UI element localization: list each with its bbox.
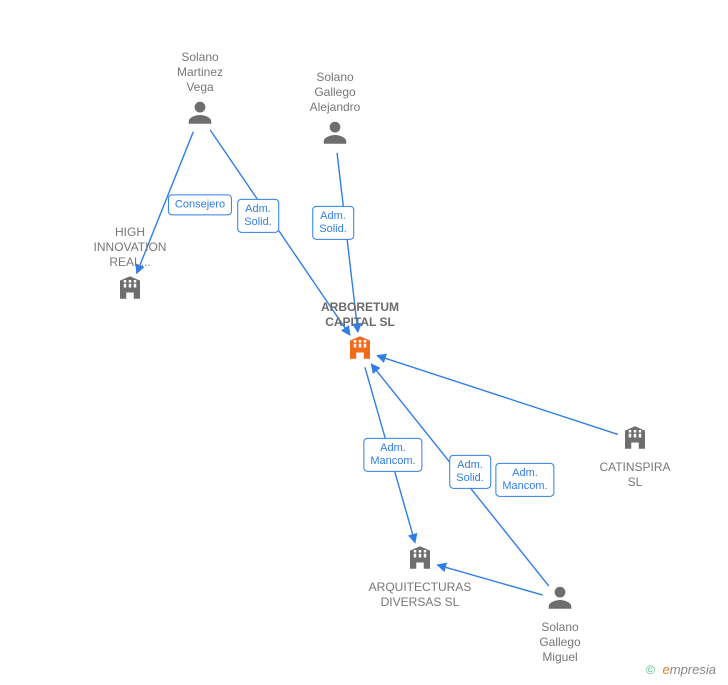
edge bbox=[377, 356, 618, 435]
edge-label: Adm. Solid. bbox=[312, 206, 354, 240]
edge-label-text: Consejero bbox=[175, 198, 225, 210]
watermark: © empresia bbox=[646, 662, 716, 677]
node-label[interactable]: CATINSPIRA SL bbox=[575, 460, 695, 490]
node-label-text: ARBORETUM CAPITAL SL bbox=[321, 300, 399, 329]
node-label-text: ARQUITECTURAS DIVERSAS SL bbox=[369, 580, 472, 609]
node-label[interactable]: Solano Gallego Miguel bbox=[500, 620, 620, 665]
edge-label-text: Adm. Solid. bbox=[244, 203, 272, 228]
building-icon[interactable] bbox=[345, 333, 375, 368]
node-label[interactable]: ARQUITECTURAS DIVERSAS SL bbox=[360, 580, 480, 610]
brand-first-letter: e bbox=[663, 662, 670, 677]
node-label-text: HIGH INNOVATION REAL... bbox=[94, 225, 167, 269]
node-label[interactable]: Solano Gallego Alejandro bbox=[275, 70, 395, 115]
person-icon[interactable] bbox=[545, 583, 575, 618]
node-label-text: Solano Martinez Vega bbox=[177, 50, 223, 94]
node-label-text: Solano Gallego Miguel bbox=[539, 620, 580, 664]
person-icon[interactable] bbox=[185, 98, 215, 133]
node-label[interactable]: Solano Martinez Vega bbox=[140, 50, 260, 95]
edge-label-text: Adm. Mancom. bbox=[370, 442, 415, 467]
edge-label: Consejero bbox=[168, 194, 232, 215]
person-icon[interactable] bbox=[320, 118, 350, 153]
node-label[interactable]: ARBORETUM CAPITAL SL bbox=[300, 300, 420, 330]
building-icon[interactable] bbox=[115, 273, 145, 308]
building-icon[interactable] bbox=[620, 423, 650, 458]
node-label[interactable]: HIGH INNOVATION REAL... bbox=[70, 225, 190, 270]
copyright-symbol: © bbox=[646, 663, 655, 677]
edge-label: Adm. Solid. bbox=[237, 199, 279, 233]
edge-label-text: Adm. Mancom. bbox=[502, 467, 547, 492]
building-icon[interactable] bbox=[405, 543, 435, 578]
node-label-text: CATINSPIRA SL bbox=[599, 460, 670, 489]
edge-label-text: Adm. Solid. bbox=[456, 459, 484, 484]
edge-label: Adm. Solid. bbox=[449, 455, 491, 489]
node-label-text: Solano Gallego Alejandro bbox=[310, 70, 361, 114]
edge-label: Adm. Mancom. bbox=[363, 438, 422, 472]
edge-label: Adm. Mancom. bbox=[495, 463, 554, 497]
edge-label-text: Adm. Solid. bbox=[319, 210, 347, 235]
brand-rest: mpresia bbox=[670, 662, 716, 677]
